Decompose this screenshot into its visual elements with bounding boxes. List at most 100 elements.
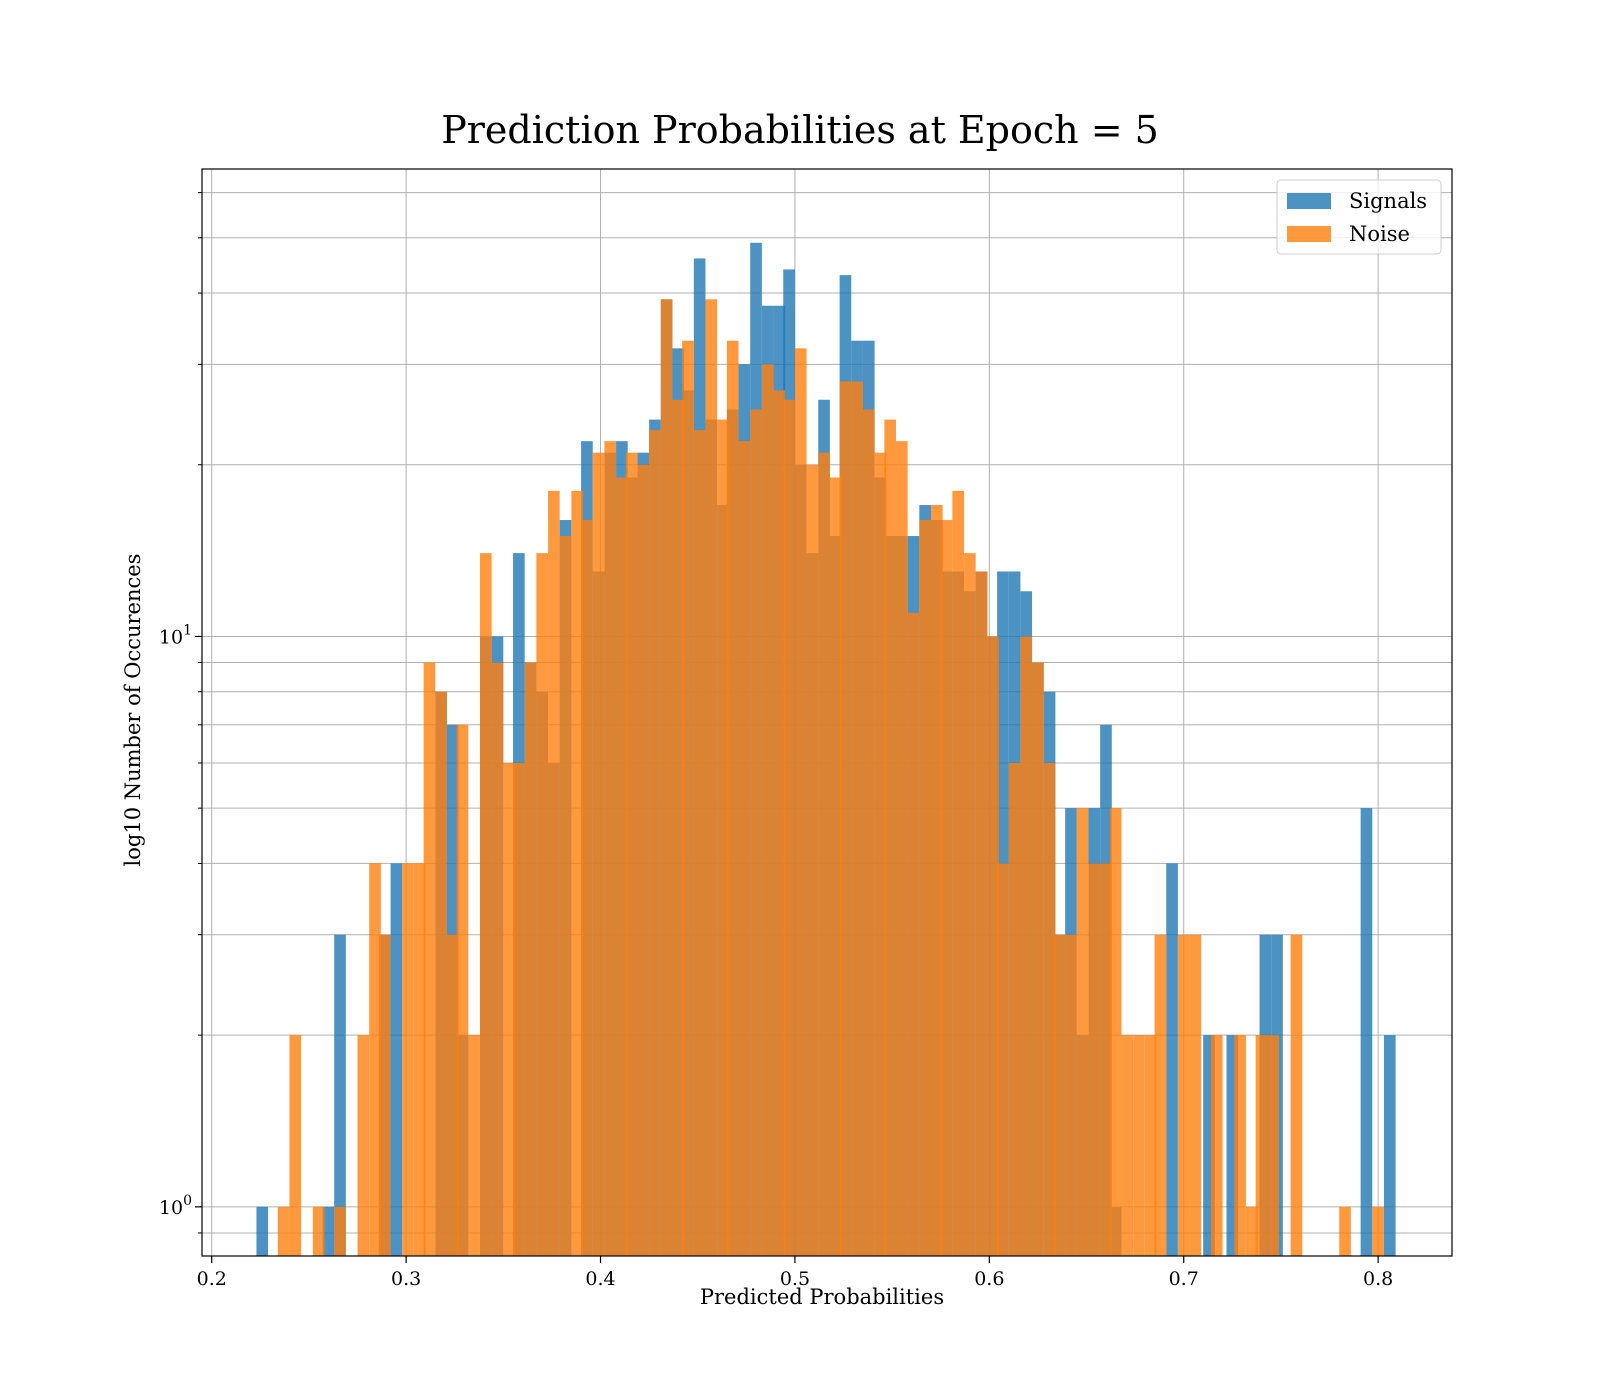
y-tick-exponent: 1 bbox=[183, 622, 192, 638]
bar-signals bbox=[1166, 863, 1178, 1256]
legend-label-signals: Signals bbox=[1349, 189, 1427, 213]
bar-noise bbox=[829, 477, 842, 1256]
bar-noise bbox=[378, 934, 391, 1256]
bar-noise bbox=[693, 430, 706, 1256]
y-axis-label: log10 Number of Occurences bbox=[121, 554, 145, 867]
series-noise-bars bbox=[277, 299, 1384, 1257]
x-tick-label: 0.5 bbox=[780, 1268, 810, 1290]
bar-noise bbox=[851, 381, 863, 1257]
bar-noise bbox=[1076, 808, 1089, 1256]
bar-signals bbox=[1226, 1035, 1239, 1256]
bar-noise bbox=[1210, 1035, 1223, 1256]
bar-noise bbox=[940, 520, 953, 1256]
bar-noise bbox=[491, 662, 504, 1256]
x-tick-label: 0.4 bbox=[585, 1268, 615, 1290]
bar-signals bbox=[256, 1206, 269, 1256]
y-tick-base: 10 bbox=[159, 626, 183, 648]
y-tick-exponent: 0 bbox=[183, 1193, 192, 1209]
bar-noise bbox=[660, 299, 673, 1257]
bar-noise bbox=[952, 490, 965, 1256]
legend-swatch-signals bbox=[1287, 193, 1331, 209]
bar-noise bbox=[874, 452, 887, 1256]
bar-noise bbox=[413, 863, 426, 1256]
bar-noise bbox=[446, 934, 459, 1256]
bar-signals bbox=[390, 863, 403, 1256]
bar-noise bbox=[975, 571, 988, 1256]
chart-title: Prediction Probabilities at Epoch = 5 bbox=[441, 108, 1159, 152]
bar-noise bbox=[1109, 808, 1122, 1256]
bar-noise bbox=[435, 691, 447, 1256]
bar-noise bbox=[1339, 1206, 1351, 1256]
bar-noise bbox=[369, 863, 381, 1256]
bar-noise bbox=[1008, 762, 1021, 1256]
bar-noise bbox=[761, 364, 774, 1257]
legend: Signals Noise bbox=[1276, 179, 1442, 255]
bar-noise bbox=[334, 1206, 346, 1256]
bar-noise bbox=[503, 762, 515, 1256]
bar-noise bbox=[1032, 662, 1044, 1256]
bar-signals bbox=[334, 934, 346, 1256]
bar-noise bbox=[456, 724, 469, 1256]
bar-noise bbox=[964, 553, 976, 1256]
bar-noise bbox=[794, 348, 807, 1256]
bar-noise bbox=[1144, 1035, 1157, 1256]
bar-noise bbox=[1154, 934, 1167, 1256]
bar-noise bbox=[1053, 934, 1066, 1256]
x-tick-label: 0.2 bbox=[197, 1268, 227, 1290]
x-axis-label: Predicted Probabilities bbox=[700, 1285, 944, 1309]
bars-layer bbox=[256, 242, 1396, 1257]
bar-noise bbox=[672, 399, 685, 1257]
bar-noise bbox=[548, 490, 560, 1256]
bar-noise bbox=[1234, 1035, 1246, 1256]
bar-noise bbox=[750, 409, 762, 1257]
plot-border bbox=[201, 168, 1453, 1257]
bar-noise bbox=[931, 505, 943, 1257]
bar-noise bbox=[907, 612, 920, 1256]
bar-noise bbox=[987, 636, 1000, 1256]
bar-noise bbox=[773, 390, 786, 1256]
bar-noise bbox=[1100, 863, 1112, 1256]
bar-noise bbox=[1043, 762, 1056, 1256]
bar-noise bbox=[604, 441, 617, 1257]
legend-swatch-noise bbox=[1287, 226, 1331, 242]
bar-signals bbox=[1360, 808, 1373, 1256]
x-tick-label: 0.8 bbox=[1363, 1268, 1393, 1290]
plot-frame bbox=[201, 168, 1453, 1257]
bar-noise bbox=[468, 1035, 480, 1256]
bar-noise bbox=[536, 553, 549, 1256]
y-tick-base: 10 bbox=[159, 1197, 183, 1219]
bar-noise bbox=[896, 441, 908, 1257]
bar-noise bbox=[726, 340, 739, 1256]
bar-noise bbox=[1255, 1035, 1268, 1256]
bar-noise bbox=[559, 536, 572, 1256]
bar-noise bbox=[625, 452, 638, 1256]
bar-noise bbox=[705, 299, 718, 1257]
bar-noise bbox=[637, 464, 650, 1256]
bar-noise bbox=[479, 553, 492, 1256]
bar-noise bbox=[682, 340, 694, 1256]
bar-noise bbox=[649, 430, 661, 1256]
bar-signals bbox=[322, 1206, 335, 1256]
bar-noise bbox=[402, 863, 414, 1256]
bar-noise bbox=[818, 452, 830, 1256]
bar-noise bbox=[997, 863, 1009, 1256]
bar-noise bbox=[1267, 1035, 1279, 1256]
bar-noise bbox=[513, 762, 525, 1256]
x-tick-label: 0.6 bbox=[974, 1268, 1004, 1290]
bar-noise bbox=[423, 662, 436, 1256]
bar-signals bbox=[1383, 1035, 1396, 1256]
bar-noise bbox=[1065, 934, 1077, 1256]
bar-noise bbox=[1372, 1206, 1384, 1256]
bar-noise bbox=[277, 1206, 290, 1256]
bar-noise bbox=[616, 477, 628, 1256]
bar-noise bbox=[717, 419, 729, 1256]
bar-noise bbox=[1121, 1035, 1134, 1256]
bar-noise bbox=[1088, 863, 1101, 1256]
bar-noise bbox=[1245, 1206, 1258, 1256]
bar-noise bbox=[738, 441, 751, 1257]
bar-noise bbox=[839, 381, 852, 1257]
bar-noise bbox=[783, 399, 795, 1257]
bar-noise bbox=[919, 520, 931, 1256]
bar-noise bbox=[592, 452, 605, 1256]
